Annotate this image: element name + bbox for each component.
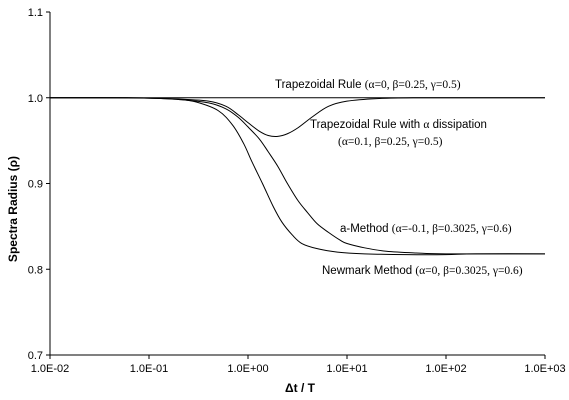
series-label-part: α xyxy=(423,119,429,131)
series-label-part: (α=0, β=0.25, γ=0.5) xyxy=(365,79,461,91)
series-label-part: (α=0, β=0.3025, γ=0.6) xyxy=(415,265,522,277)
series-label: (α=0.1, β=0.25, γ=0.5) xyxy=(338,136,443,148)
x-tick-label: 1.0E+01 xyxy=(326,363,367,375)
series-line-3 xyxy=(49,97,546,256)
series-line-1 xyxy=(49,97,545,137)
series-label: a-Method (α=-0.1, β=0.3025, γ=0.6) xyxy=(340,223,512,235)
series-label: Trapezoidal Rule (α=0, β=0.25, γ=0.5) xyxy=(275,79,461,91)
y-axis-title: Spectra Radius (ρ) xyxy=(6,156,20,262)
x-tick-label: 1.0E-02 xyxy=(31,363,70,375)
series-label: Trapezoidal Rule with α dissipation xyxy=(310,119,487,131)
series-label: Newmark Method (α=0, β=0.3025, γ=0.6) xyxy=(322,265,523,277)
x-tick-label: 1.0E+03 xyxy=(524,363,565,375)
series-line-2 xyxy=(49,97,546,255)
x-tick-label: 1.0E-01 xyxy=(130,363,169,375)
series-layer xyxy=(49,97,546,256)
y-tick-label: 0.8 xyxy=(28,264,43,276)
axes-layer: 1.0E-02 1.0E-01 1.0E+00 1.0E+01 1.0E+02 1.0E+… xyxy=(28,7,566,375)
series-label-part: dissipation xyxy=(429,119,487,131)
series-label-part: (α=0.1, β=0.25, γ=0.5) xyxy=(338,136,443,148)
y-tick-label: 0.7 xyxy=(28,350,43,362)
y-tick-label: 1.0 xyxy=(28,93,43,105)
series-label-part: Trapezoidal Rule with xyxy=(310,119,423,131)
y-tick-label: 0.9 xyxy=(28,179,43,191)
series-label-part: (α=-0.1, β=0.3025, γ=0.6) xyxy=(392,223,512,235)
x-tick-label: 1.0E+00 xyxy=(227,363,268,375)
x-tick-label: 1.0E+02 xyxy=(425,363,466,375)
y-tick-label: 1.1 xyxy=(28,7,43,19)
x-axis-title: Δt / T xyxy=(285,381,316,395)
series-label-part: a-Method xyxy=(340,223,392,235)
series-label-part: Trapezoidal Rule xyxy=(275,79,365,91)
annotation-layer: Trapezoidal Rule (α=0, β=0.25, γ=0.5)Tra… xyxy=(275,79,523,277)
series-label-part: Newmark Method xyxy=(322,265,415,277)
